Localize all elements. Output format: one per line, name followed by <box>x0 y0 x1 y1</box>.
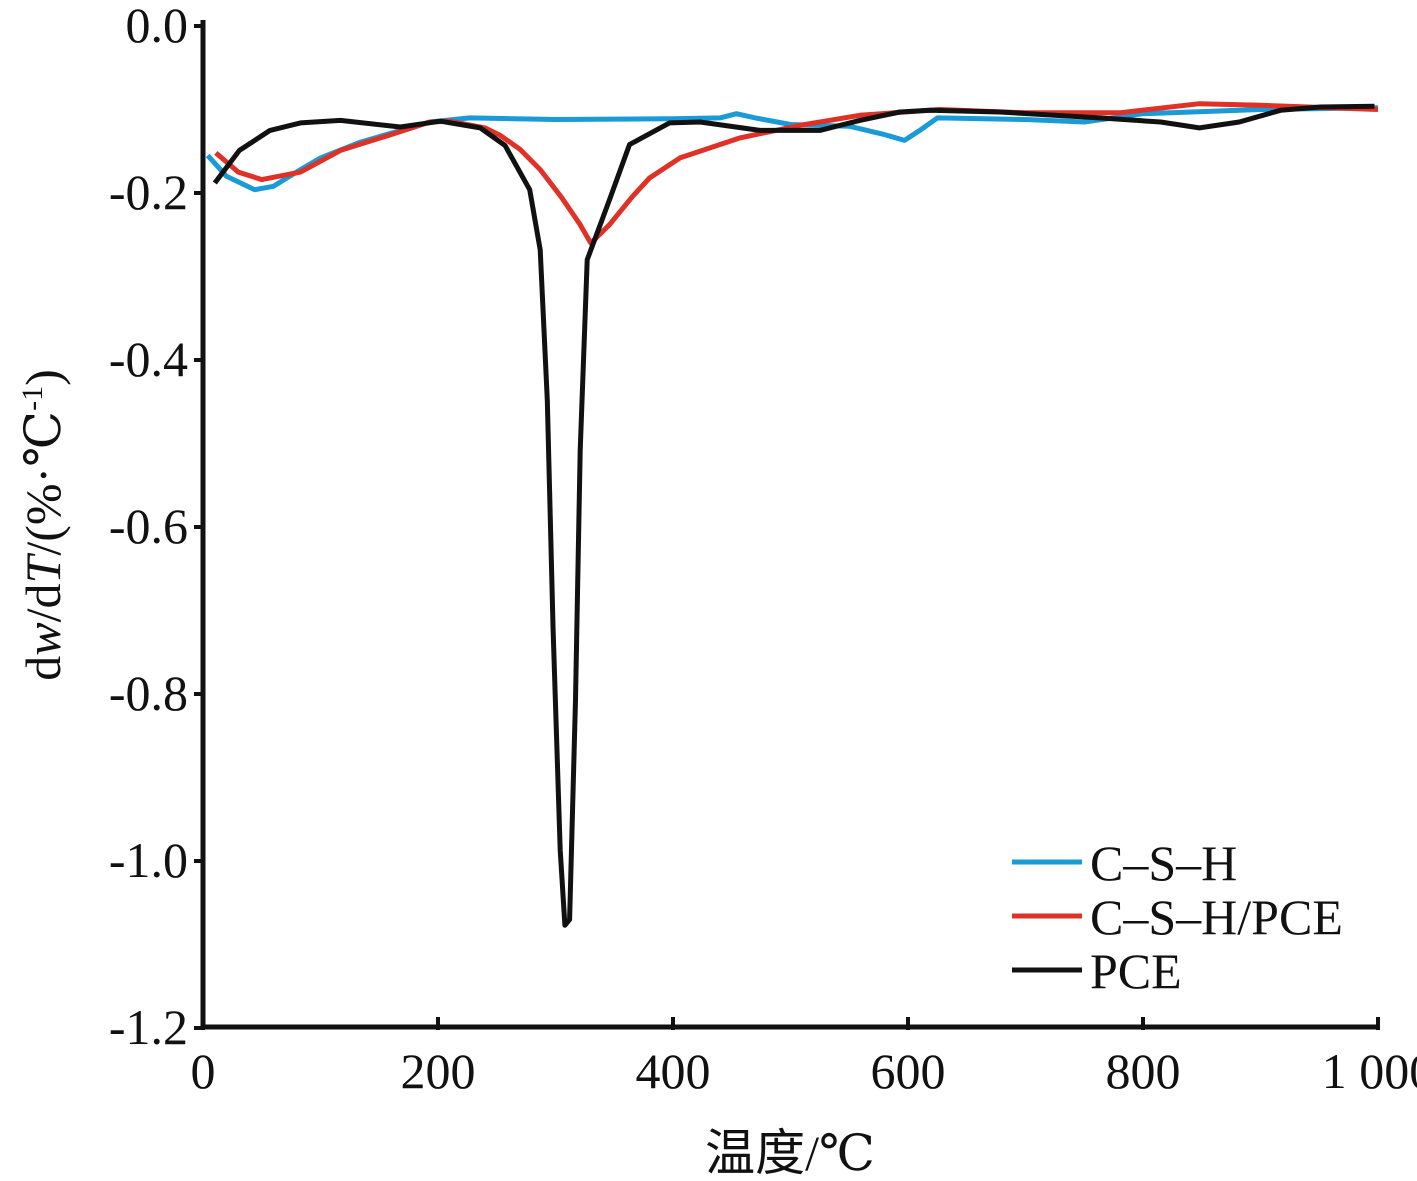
series-line-2 <box>212 103 1375 928</box>
x-tick-label: 1 000 <box>1322 1043 1417 1099</box>
y-tick-label: 0.0 <box>126 0 189 53</box>
y-axis-label: dw/dT/(%·℃-1) <box>15 369 71 681</box>
x-tick-label: 800 <box>1106 1043 1181 1099</box>
legend-label: C–S–H/PCE <box>1090 889 1343 945</box>
x-axis-label: 温度/℃ <box>705 1125 875 1181</box>
series-line-0 <box>205 105 1379 193</box>
y-tick-label: -0.6 <box>109 498 188 554</box>
series-lines <box>205 101 1379 928</box>
x-tick-label: 0 <box>191 1043 216 1099</box>
y-tick-label: -1.2 <box>109 999 188 1055</box>
legend-label: C–S–H <box>1090 835 1237 891</box>
x-tick-label: 600 <box>871 1043 946 1099</box>
y-tick-label: -0.4 <box>109 331 188 387</box>
y-tick-label: -0.2 <box>109 164 188 220</box>
x-ticks: 0 200 400 600 800 1 000 <box>191 1017 1417 1099</box>
legend-label: PCE <box>1090 943 1182 999</box>
x-tick-label: 200 <box>401 1043 476 1099</box>
y-tick-label: -1.0 <box>109 832 188 888</box>
y-tick-label: -0.8 <box>109 665 188 721</box>
y-ticks: 0.0 -0.2 -0.4 -0.6 -0.8 -1.0 -1.2 <box>109 0 203 1055</box>
x-tick-label: 400 <box>636 1043 711 1099</box>
